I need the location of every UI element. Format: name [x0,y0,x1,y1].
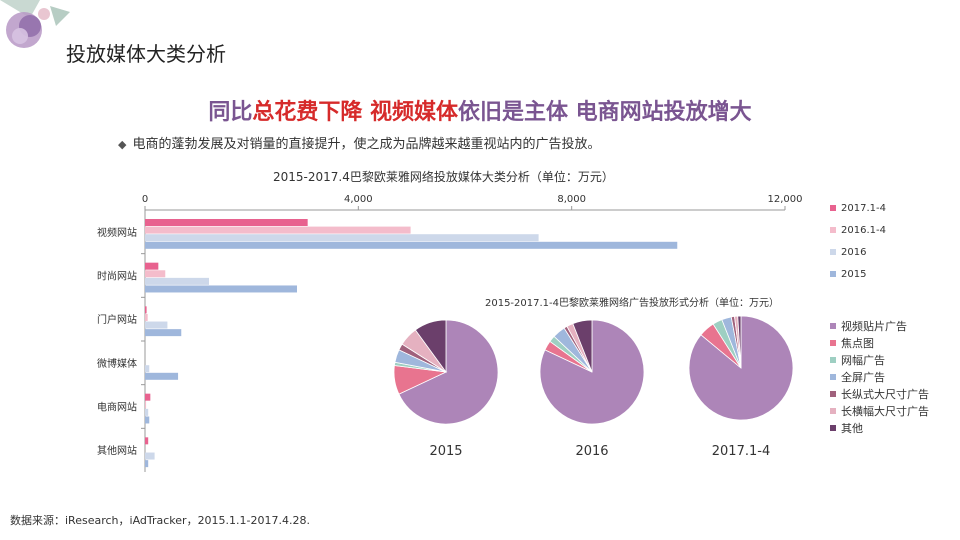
legend-item: 长横幅大尺寸广告 [830,402,929,419]
category-label: 电商网站 [97,401,137,414]
bar [145,226,411,234]
pie-slice [539,319,645,425]
bar [145,460,149,468]
legend-label: 其他 [841,421,863,435]
bar-legend: 2017.1-4 2016.1-4 2016 2015 [830,197,886,285]
pie-slice [414,319,447,374]
category-label: 其他网站 [97,444,137,457]
pie-label: 2016 [575,444,608,459]
legend-item: 2016.1-4 [830,219,886,241]
x-tick-label: 12,000 [768,194,803,205]
bar [145,365,150,373]
bar [145,437,149,445]
legend-swatch [830,356,836,363]
bar [145,408,149,416]
legend-item: 其他 [830,419,929,436]
category-label: 微博媒体 [97,357,137,370]
category-label: 时尚网站 [97,270,137,283]
legend-item: 2017.1-4 [830,197,886,219]
legend-swatch [830,339,836,346]
headline: 同比总花费下降 视频媒体依旧是主体 电商网站投放增大 [0,94,960,126]
bar [145,234,539,242]
bar [145,241,678,249]
legend-label: 视频贴片广告 [841,319,907,333]
bar [145,329,182,337]
pie-slice [737,315,742,369]
bar [145,372,179,380]
bar [145,306,147,314]
legend-item: 2015 [830,263,886,285]
bullet-text: ◆ 电商的蓬勃发展及对销量的直接提升，使之成为品牌越来越重视站内的广告投放。 [118,133,600,152]
bar [145,277,209,285]
legend-label: 网幅广告 [841,353,885,367]
x-tick-label: 8,000 [557,194,586,205]
leaf-shape [50,6,70,26]
bar [145,285,297,293]
bar [145,452,155,460]
pie-label: 2017.1-4 [712,444,770,459]
x-tick-label: 0 [142,194,148,205]
pie-slice [688,315,794,421]
legend-item: 长纵式大尺寸广告 [830,385,929,402]
legend-swatch [830,407,836,414]
legend-label: 全屏广告 [841,370,885,384]
legend-label: 2015 [841,268,867,280]
petal-shape [38,8,50,20]
category-label: 门户网站 [97,313,137,326]
legend-item: 全屏广告 [830,368,929,385]
legend-label: 焦点图 [841,336,874,350]
diamond-icon: ◆ [118,138,127,151]
legend-swatch [830,249,836,255]
bar [145,321,168,329]
pie-legend: 视频贴片广告 焦点图网幅广告全屏广告长纵式大尺寸广告 长横幅大尺寸广告 其他 [830,317,929,436]
flower-decoration [0,0,70,48]
bar [145,313,148,321]
legend-label: 2016.1-4 [841,224,886,236]
legend-swatch [830,424,836,431]
bar [145,401,147,409]
legend-label: 2017.1-4 [841,202,886,214]
data-source: 数据来源：iResearch，iAdTracker，2015.1.1-2017.… [10,514,310,527]
legend-label: 长横幅大尺寸广告 [841,404,929,418]
bar-chart-title: 2015-2017.4巴黎欧莱雅网络投放媒体大类分析（单位：万元） [273,170,614,184]
legend-swatch [830,227,836,233]
legend-swatch [830,373,836,380]
headline-part: 总花费下降 视频媒体 [252,100,458,125]
bar [145,270,166,278]
pie-label: 2015 [429,444,462,459]
legend-item: 网幅广告 [830,351,929,368]
petal-shape [12,28,28,44]
page-title: 投放媒体大类分析 [66,42,226,66]
headline-part: 同比 [208,100,253,125]
legend-swatch [830,322,836,329]
bullet-content: 电商的蓬勃发展及对销量的直接提升，使之成为品牌越来越重视站内的广告投放。 [132,137,601,152]
category-label: 视频网站 [97,226,137,239]
legend-item: 焦点图 [830,334,929,351]
legend-swatch [830,205,836,211]
x-tick-label: 4,000 [344,194,373,205]
bar [145,393,151,401]
bar [145,262,159,270]
legend-swatch [830,271,836,277]
pie-slice [572,319,593,373]
legend-label: 2016 [841,246,867,258]
pie-slice [398,319,499,425]
headline-part: 依旧是主体 电商网站投放增大 [458,100,752,125]
legend-label: 长纵式大尺寸广告 [841,387,929,401]
legend-item: 2016 [830,241,886,263]
bar [145,416,150,424]
legend-item: 视频贴片广告 [830,317,929,334]
legend-swatch [830,390,836,397]
bar [145,219,308,226]
pie-chart-title: 2015-2017.1-4巴黎欧莱雅网络广告投放形式分析（单位：万元） [485,296,779,309]
